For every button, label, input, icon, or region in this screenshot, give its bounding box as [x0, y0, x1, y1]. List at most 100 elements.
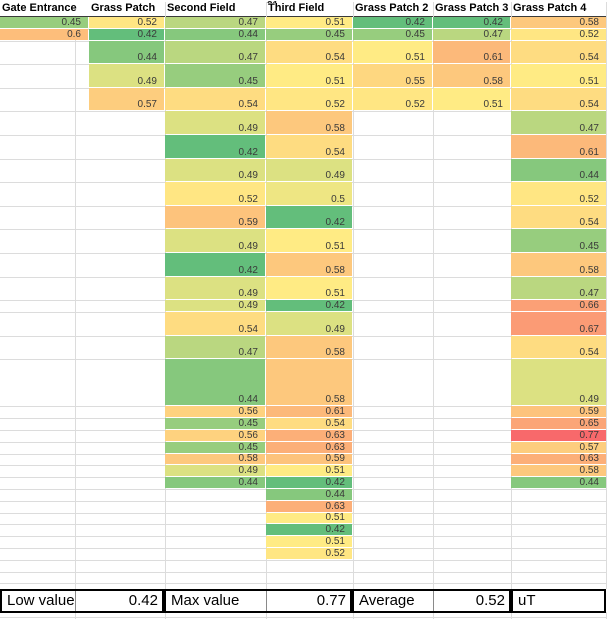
cell[interactable]: 0.42: [266, 206, 352, 228]
column-header-grass-patch-3[interactable]: Grass Patch 3: [435, 2, 509, 14]
cell[interactable]: 0.51: [433, 88, 510, 110]
cell[interactable]: 0.54: [511, 41, 606, 63]
cell[interactable]: 0.58: [511, 465, 606, 476]
cell[interactable]: 0.51: [266, 513, 352, 523]
cell[interactable]: 0.54: [511, 88, 606, 110]
cell[interactable]: 0.63: [266, 430, 352, 441]
cell[interactable]: 0.42: [266, 477, 352, 488]
cell[interactable]: 0.44: [165, 359, 265, 405]
cell[interactable]: 0.52: [266, 88, 352, 110]
cell[interactable]: 0.58: [511, 17, 606, 28]
cell[interactable]: 0.42: [266, 300, 352, 311]
cell[interactable]: 0.66: [511, 300, 606, 311]
cell[interactable]: 0.42: [165, 253, 265, 276]
column-header-grass-patch-4[interactable]: Grass Patch 4: [513, 2, 587, 14]
cell[interactable]: 0.52: [511, 182, 606, 205]
cell[interactable]: 0.59: [266, 454, 352, 464]
cell[interactable]: 0.6: [0, 29, 88, 40]
cell[interactable]: 0.42: [353, 17, 432, 28]
cell[interactable]: 0.45: [0, 17, 88, 28]
cell[interactable]: 0.61: [266, 406, 352, 417]
cell[interactable]: 0.57: [511, 442, 606, 453]
cell[interactable]: 0.57: [89, 88, 164, 110]
cell[interactable]: 0.45: [165, 442, 265, 453]
cell[interactable]: 0.56: [165, 406, 265, 417]
cell[interactable]: 0.52: [266, 548, 352, 559]
cell[interactable]: 0.49: [266, 159, 352, 181]
cell[interactable]: 0.58: [511, 253, 606, 276]
cell[interactable]: 0.49: [165, 465, 265, 476]
cell[interactable]: 0.65: [511, 418, 606, 429]
cell[interactable]: 0.42: [165, 135, 265, 158]
cell[interactable]: 0.58: [266, 111, 352, 134]
column-header-second-field[interactable]: Second Field: [167, 2, 236, 14]
cell[interactable]: 0.51: [266, 17, 352, 28]
cell[interactable]: 0.45: [165, 418, 265, 429]
cell[interactable]: 0.54: [511, 336, 606, 358]
column-header-grass-patch-2[interactable]: Grass Patch 2: [355, 2, 429, 14]
cell[interactable]: 0.49: [165, 229, 265, 252]
cell[interactable]: 0.5: [266, 182, 352, 205]
cell[interactable]: 0.52: [353, 88, 432, 110]
column-header-grass-patch[interactable]: Grass Patch: [91, 2, 156, 14]
cell[interactable]: 0.54: [266, 418, 352, 429]
column-header-third-field[interactable]: Third Field: [268, 2, 325, 14]
cell[interactable]: 0.44: [266, 489, 352, 500]
cell[interactable]: 0.63: [266, 442, 352, 453]
cell[interactable]: 0.47: [165, 336, 265, 358]
cell[interactable]: 0.51: [511, 64, 606, 87]
cell[interactable]: 0.45: [353, 29, 432, 40]
cell[interactable]: 0.52: [511, 29, 606, 40]
cell[interactable]: 0.59: [165, 206, 265, 228]
cell[interactable]: 0.52: [89, 17, 164, 28]
cell[interactable]: 0.44: [165, 477, 265, 488]
cell[interactable]: 0.51: [266, 465, 352, 476]
cell[interactable]: 0.45: [266, 29, 352, 40]
cell[interactable]: 0.49: [165, 300, 265, 311]
cell[interactable]: 0.61: [511, 135, 606, 158]
cell[interactable]: 0.47: [165, 41, 265, 63]
cell[interactable]: 0.45: [165, 64, 265, 87]
cell[interactable]: 0.51: [266, 536, 352, 547]
column-header-gate-entrance[interactable]: Gate Entrance: [2, 2, 77, 14]
cell[interactable]: 0.42: [433, 17, 510, 28]
footer-box-ut[interactable]: uT: [511, 589, 606, 613]
cell[interactable]: 0.49: [89, 64, 164, 87]
cell[interactable]: 0.49: [165, 111, 265, 134]
cell[interactable]: 0.61: [433, 41, 510, 63]
cell[interactable]: 0.42: [89, 29, 164, 40]
footer-box-low-value[interactable]: Low value 0.42: [0, 589, 164, 613]
cell[interactable]: 0.44: [511, 159, 606, 181]
cell[interactable]: 0.54: [511, 206, 606, 228]
cell[interactable]: 0.63: [266, 501, 352, 512]
cell[interactable]: 0.55: [353, 64, 432, 87]
cell[interactable]: 0.51: [266, 277, 352, 299]
cell[interactable]: 0.58: [266, 359, 352, 405]
footer-box-average[interactable]: Average 0.52: [352, 589, 511, 613]
cell[interactable]: 0.52: [165, 182, 265, 205]
cell[interactable]: 0.47: [165, 17, 265, 28]
cell[interactable]: 0.54: [266, 135, 352, 158]
cell[interactable]: 0.49: [511, 359, 606, 405]
cell[interactable]: 0.54: [266, 41, 352, 63]
cell[interactable]: 0.63: [511, 454, 606, 464]
cell[interactable]: 0.49: [165, 159, 265, 181]
cell[interactable]: 0.67: [511, 312, 606, 335]
cell[interactable]: 0.44: [89, 41, 164, 63]
cell[interactable]: 0.47: [511, 111, 606, 134]
cell[interactable]: 0.51: [353, 41, 432, 63]
cell[interactable]: 0.42: [266, 524, 352, 535]
cell[interactable]: 0.44: [165, 29, 265, 40]
cell[interactable]: 0.51: [266, 64, 352, 87]
cell[interactable]: 0.59: [511, 406, 606, 417]
cell[interactable]: 0.58: [433, 64, 510, 87]
cell[interactable]: 0.49: [266, 312, 352, 335]
cell[interactable]: 0.49: [165, 277, 265, 299]
cell[interactable]: 0.45: [511, 229, 606, 252]
cell[interactable]: 0.58: [266, 336, 352, 358]
cell[interactable]: 0.51: [266, 229, 352, 252]
footer-box-max-value[interactable]: Max value 0.77: [164, 589, 352, 613]
cell[interactable]: 0.77: [511, 430, 606, 441]
cell[interactable]: 0.58: [165, 454, 265, 464]
cell[interactable]: 0.54: [165, 312, 265, 335]
